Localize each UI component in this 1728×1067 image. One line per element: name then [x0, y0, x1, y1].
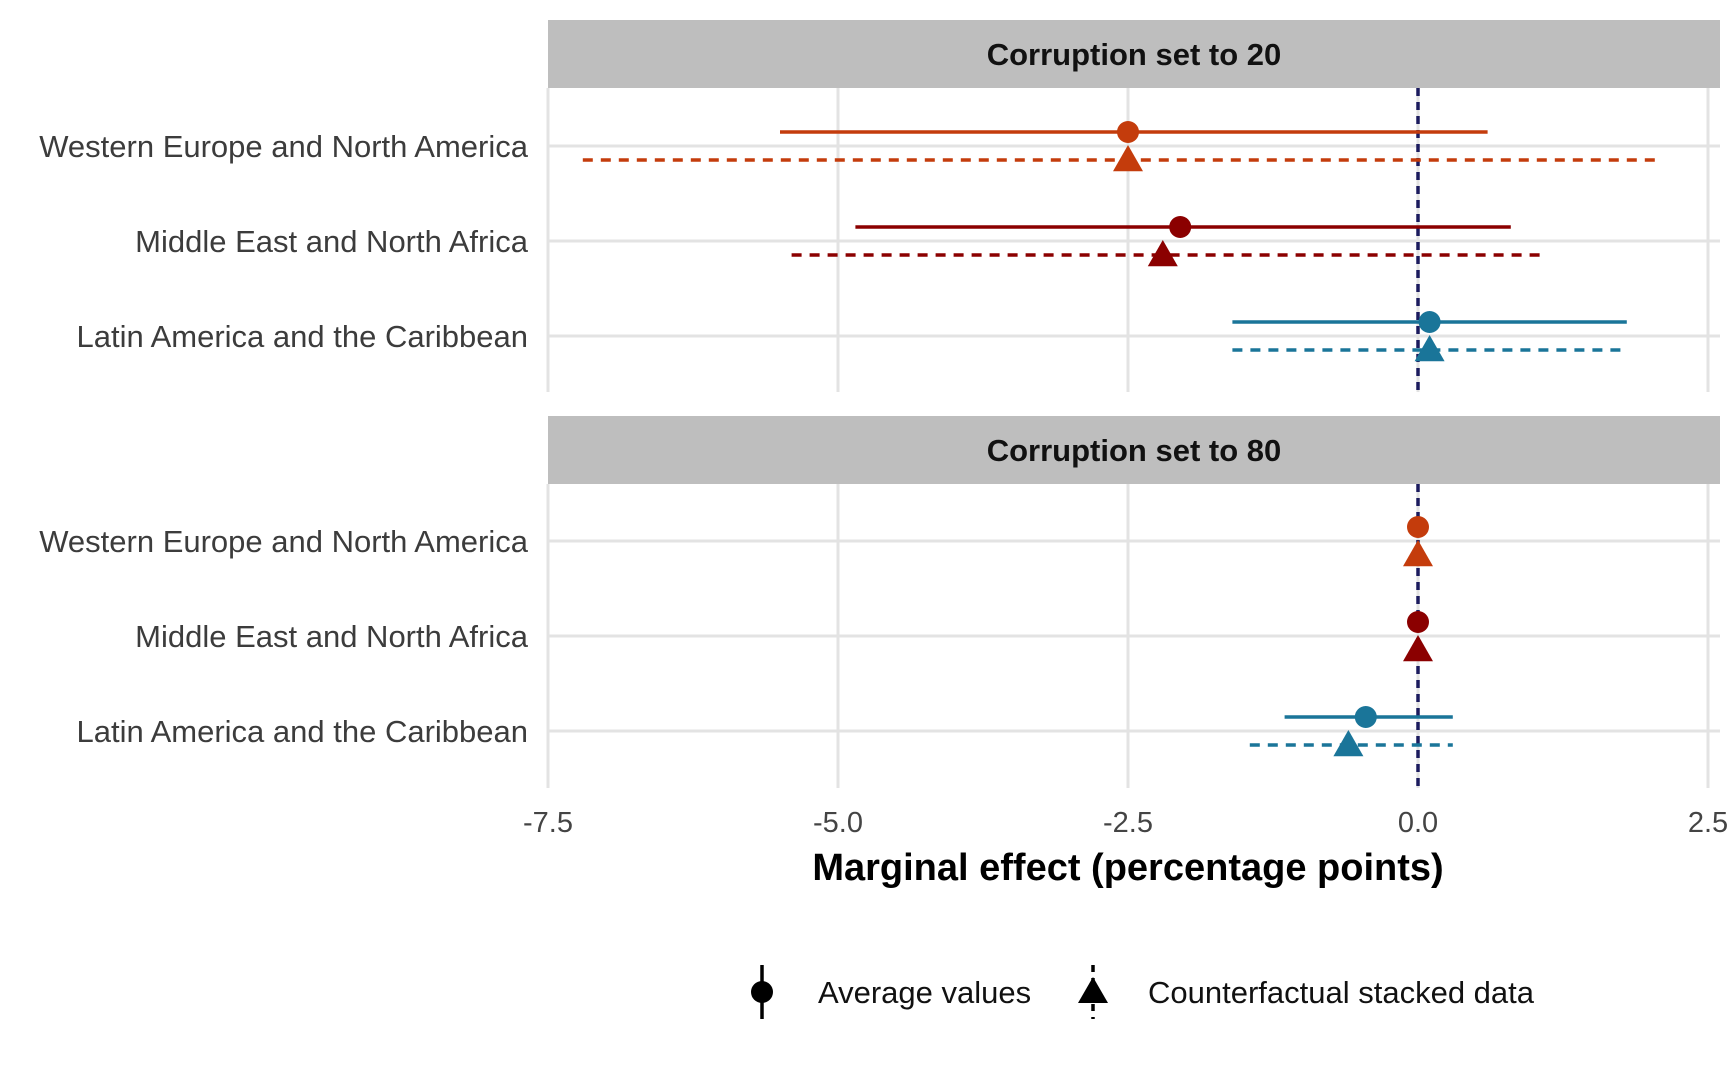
legend: Average values Counterfactual stacked dat… — [751, 965, 1535, 1019]
legend-circle — [751, 981, 773, 1003]
x-tick-label: 2.5 — [1688, 807, 1728, 839]
x-axis-title: Marginal effect (percentage points) — [812, 847, 1443, 889]
counterfactual-point — [1403, 540, 1433, 567]
counterfactual-point — [1333, 730, 1364, 757]
counterfactual-point — [1414, 335, 1445, 362]
legend-label: Average values — [818, 975, 1031, 1010]
category-label: Western Europe and North America — [39, 129, 529, 164]
legend-triangle — [1078, 977, 1108, 1003]
facet-panel-2: Corruption set to 80 Western Europe and N… — [39, 416, 1720, 788]
category-label: Middle East and North Africa — [135, 224, 529, 259]
panels-layer: Corruption set to 20 Western Europe and N… — [39, 20, 1720, 788]
legend-label: Counterfactual stacked data — [1148, 975, 1535, 1010]
x-tick-label: -7.5 — [523, 807, 573, 839]
legend-item-average: Average values — [751, 965, 1031, 1019]
legend-item-counterfactual: Counterfactual stacked data — [1078, 965, 1535, 1019]
x-axis: -7.5 -5.0 -2.5 0.0 2.5 — [523, 807, 1728, 839]
average-point — [1418, 311, 1441, 333]
counterfactual-point — [1147, 240, 1178, 267]
counterfactual-point — [1113, 145, 1143, 172]
facet-panel-1: Corruption set to 20 Western Europe and N… — [39, 20, 1720, 392]
average-point — [1407, 611, 1429, 633]
facet-strip — [548, 416, 1720, 484]
average-point — [1407, 516, 1429, 538]
category-label: Western Europe and North America — [39, 524, 529, 559]
average-point — [1169, 216, 1192, 238]
facet-title: Corruption set to 20 — [987, 37, 1282, 72]
category-label: Middle East and North Africa — [135, 619, 529, 654]
category-label: Latin America and the Caribbean — [76, 319, 528, 354]
category-label: Latin America and the Caribbean — [76, 714, 528, 749]
facet-title: Corruption set to 80 — [987, 433, 1282, 468]
x-tick-label: -5.0 — [813, 807, 863, 839]
facet-strip — [548, 20, 1720, 88]
average-point — [1117, 121, 1139, 143]
x-tick-label: -2.5 — [1103, 807, 1153, 839]
average-point — [1354, 706, 1377, 728]
counterfactual-point — [1403, 635, 1433, 662]
x-tick-label: 0.0 — [1398, 807, 1438, 839]
